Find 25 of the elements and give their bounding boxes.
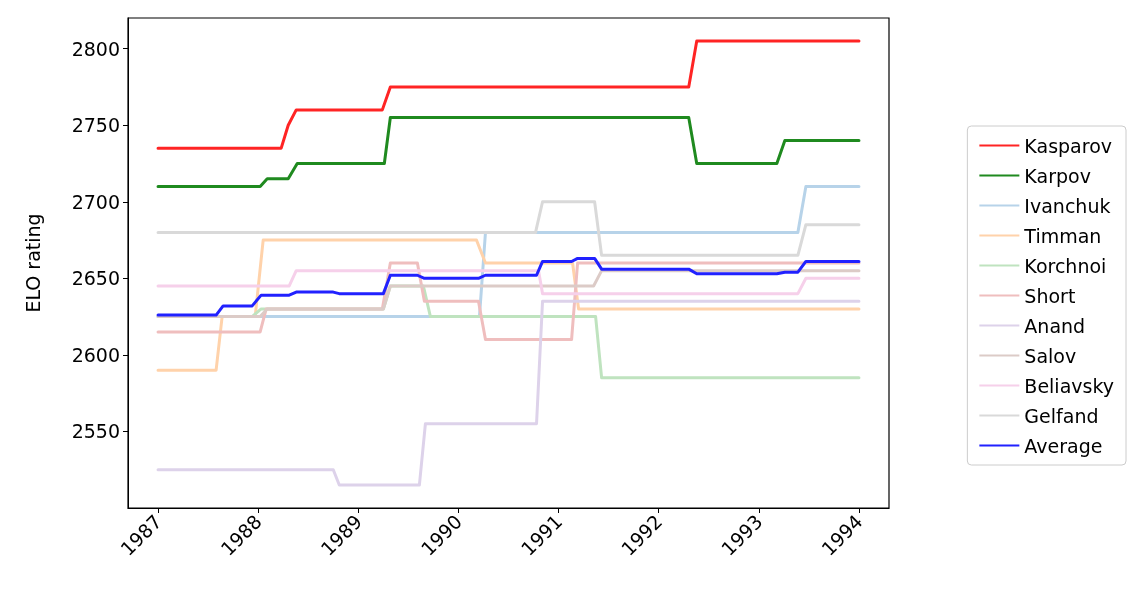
legend-label: Average [1024, 434, 1103, 457]
y-tick-label: 2750 [71, 114, 120, 137]
legend-label: Karpov [1024, 164, 1091, 187]
line-series [156, 269, 861, 296]
y-tick-label: 2550 [71, 420, 120, 443]
line-series [156, 299, 861, 487]
y-tick-label: 2600 [71, 343, 120, 366]
line-series [156, 238, 861, 372]
legend-label: Timman [1023, 224, 1102, 247]
legend-label: Beliavsky [1024, 374, 1114, 397]
legend-label: Gelfand [1024, 404, 1099, 427]
y-tick-label: 2650 [71, 267, 120, 290]
line-series [156, 256, 861, 317]
legend-label: Anand [1024, 314, 1086, 337]
legend-label: Korchnoi [1024, 254, 1107, 277]
y-axis-title: ELO rating [21, 213, 44, 313]
line-series [156, 116, 861, 188]
y-tick-label: 2800 [71, 37, 120, 60]
line-series [156, 39, 861, 150]
legend-label: Short [1024, 284, 1076, 307]
y-tick-label: 2700 [71, 190, 120, 213]
line-series [156, 200, 861, 257]
legend-label: Ivanchuk [1024, 194, 1111, 217]
legend-label: Kasparov [1024, 134, 1112, 157]
legend-label: Salov [1024, 344, 1077, 367]
